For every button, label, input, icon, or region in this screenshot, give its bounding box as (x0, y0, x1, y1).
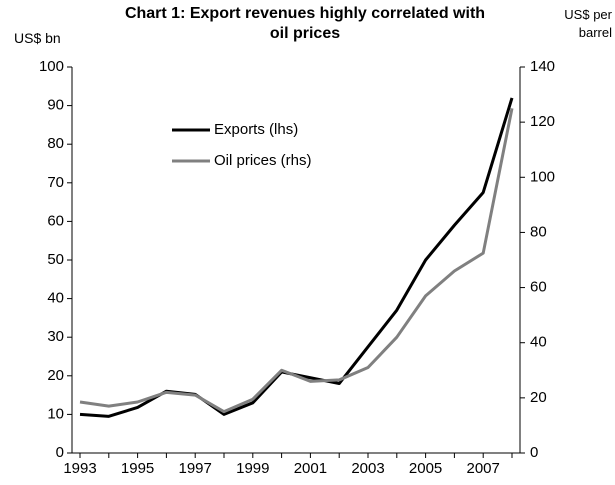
legend-label: Exports (lhs) (214, 121, 298, 138)
y2-axis-label: US$ per barrel (564, 7, 612, 40)
x-tick-label: 1995 (121, 460, 154, 477)
y-tick-label: 20 (47, 367, 64, 384)
y-tick-label: 80 (47, 135, 64, 152)
y-tick-label: 0 (56, 444, 64, 461)
x-tick-label: 2007 (467, 460, 500, 477)
legend-label: Oil prices (rhs) (214, 152, 312, 169)
y2-tick-label: 0 (530, 444, 538, 461)
x-tick-label: 1993 (63, 460, 96, 477)
chart-title: Chart 1: Export revenues highly correlat… (124, 5, 486, 42)
y2-tick-label: 100 (530, 168, 555, 185)
x-tick-label: 1999 (236, 460, 269, 477)
x-tick-label: 2005 (409, 460, 442, 477)
y-tick-label: 90 (47, 97, 64, 114)
y-tick-label: 30 (47, 328, 64, 345)
y-tick-label: 60 (47, 212, 64, 229)
x-tick-label: 2001 (294, 460, 327, 477)
y-tick-label: 70 (47, 174, 64, 191)
y2-tick-label: 80 (530, 223, 547, 240)
y-axis-label: US$ bn (14, 30, 61, 46)
series-line (79, 108, 514, 414)
y2-tick-label: 40 (530, 334, 547, 351)
y-tick-label: 10 (47, 405, 64, 422)
series-line (79, 97, 514, 418)
y2-tick-label: 140 (530, 58, 555, 75)
y2-tick-label: 60 (530, 279, 547, 296)
y-tick-label: 40 (47, 290, 64, 307)
x-tick-label: 1997 (179, 460, 212, 477)
x-tick-label: 2003 (351, 460, 384, 477)
y2-tick-label: 120 (530, 113, 555, 130)
y-tick-label: 100 (39, 58, 64, 75)
y-tick-label: 50 (47, 251, 64, 268)
y2-tick-label: 20 (530, 389, 547, 406)
